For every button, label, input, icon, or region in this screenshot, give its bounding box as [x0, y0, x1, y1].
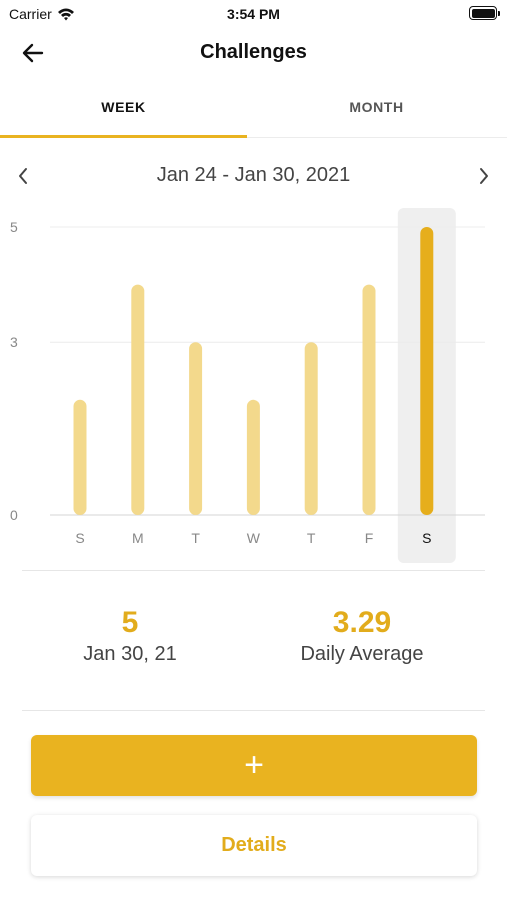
carrier-label: Carrier	[9, 6, 52, 22]
details-button-label: Details	[221, 834, 287, 856]
battery-cap	[498, 11, 500, 16]
daily-average-stat: 3.29 Daily Average	[237, 605, 487, 667]
add-button[interactable]: +	[31, 735, 477, 796]
tab-bar: WEEK MONTH	[0, 88, 507, 138]
carrier-info: Carrier	[9, 6, 75, 22]
y-tick-label: 3	[10, 334, 18, 350]
daily-average-value: 3.29	[332, 606, 392, 639]
plus-icon: +	[244, 746, 264, 784]
x-tick-label: T	[307, 530, 316, 546]
selected-day-value: 5	[121, 606, 139, 639]
bar-1[interactable]	[131, 284, 145, 515]
next-week-button[interactable]	[471, 162, 497, 190]
arrow-left-icon	[22, 43, 44, 63]
status-time: 3:54 PM	[227, 6, 280, 22]
nav-bar: Challenges	[0, 30, 507, 76]
bar-2[interactable]	[189, 342, 203, 515]
y-tick-label: 0	[10, 507, 18, 523]
x-tick-label: W	[247, 530, 261, 546]
chart-canvas: 0 3 5 S M T W T F S	[10, 208, 485, 563]
divider-top	[22, 570, 485, 571]
daily-average-label: Daily Average	[300, 643, 424, 665]
tab-month[interactable]: MONTH	[253, 88, 500, 138]
tab-indicator	[0, 135, 247, 138]
battery-fill	[471, 8, 495, 18]
x-tick-label: T	[191, 530, 200, 546]
chevron-right-icon	[480, 168, 488, 184]
x-tick-label: M	[132, 530, 144, 546]
bar-6[interactable]	[420, 227, 434, 515]
back-button[interactable]	[18, 38, 48, 68]
date-range-selector: Jan 24 - Jan 30, 2021	[0, 158, 507, 194]
status-bar: Carrier 3:54 PM	[0, 0, 507, 30]
battery-icon	[469, 6, 500, 20]
bar-3[interactable]	[246, 399, 260, 515]
wifi-icon	[57, 8, 74, 21]
x-tick-label: S	[422, 530, 431, 546]
chevron-left-icon	[19, 168, 27, 184]
tab-month-label: MONTH	[349, 99, 404, 115]
page-title: Challenges	[200, 41, 307, 63]
tab-week[interactable]: WEEK	[0, 88, 247, 138]
bar-5[interactable]	[362, 284, 376, 515]
y-tick-label: 5	[10, 219, 18, 235]
divider-bottom	[22, 710, 485, 711]
selected-day-date: Jan 30, 21	[83, 643, 177, 665]
date-range-label: Jan 24 - Jan 30, 2021	[156, 164, 351, 186]
tab-week-label: WEEK	[101, 99, 146, 115]
details-button[interactable]: Details	[31, 815, 477, 876]
selected-day-stat: 5 Jan 30, 21	[5, 605, 255, 667]
x-tick-label: F	[365, 530, 374, 546]
previous-week-button[interactable]	[10, 162, 36, 190]
bar-0[interactable]	[73, 399, 87, 515]
weekly-bar-chart: 0 3 5 S M T W T F S	[0, 200, 507, 570]
bar-4[interactable]	[304, 342, 318, 515]
x-tick-label: S	[75, 530, 84, 546]
